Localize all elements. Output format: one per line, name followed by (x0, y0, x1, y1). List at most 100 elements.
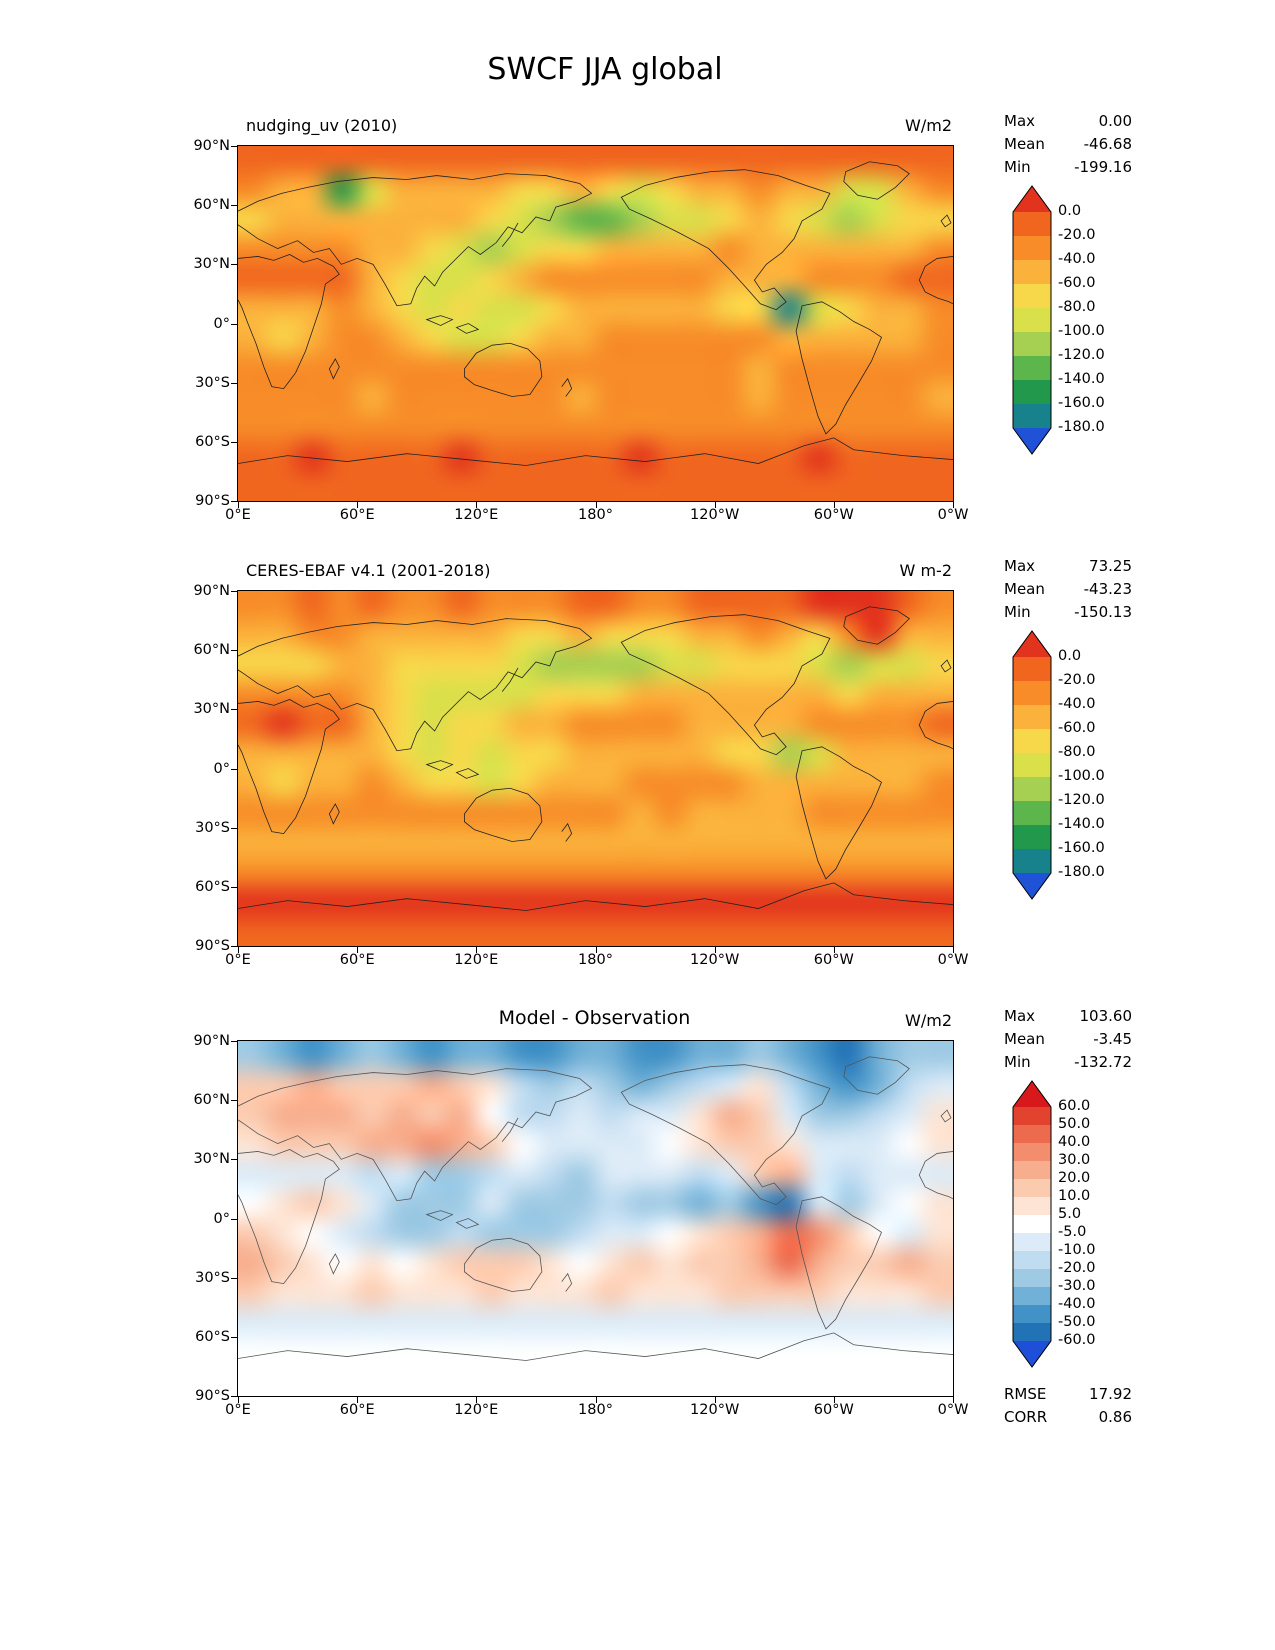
x-tick-mark (833, 1396, 835, 1403)
colorbar-tick-label: -160.0 (1058, 395, 1105, 411)
colorbar-tick-label: -20.0 (1058, 1260, 1096, 1276)
y-tick-label: 60°S (195, 878, 230, 895)
y-tick-label: 0° (213, 760, 230, 777)
colorbar-tick-label: -140.0 (1058, 816, 1105, 832)
rmse-value: 17.92 (1089, 1385, 1132, 1403)
x-tick-label: 60°W (813, 1402, 854, 1418)
y-tick-label: 30°N (193, 1151, 230, 1168)
x-tick-mark (833, 946, 835, 953)
x-tick-label: 180° (578, 507, 613, 523)
x-tick-label: 60°W (813, 507, 854, 523)
y-tick-label: 90°N (193, 1033, 230, 1049)
colorbar-svg (1012, 630, 1052, 900)
stat-mean-label: Mean (1004, 580, 1045, 598)
panel-units-label: W/m2 (905, 1011, 952, 1030)
map-area: 90°N 60°N 30°N 0° 30°S 60°S 90°S 0°E 60°E 120°E 18… (193, 138, 968, 523)
x-tick-mark (238, 946, 239, 953)
colorbar-tick-label: 5.0 (1058, 1206, 1082, 1222)
corr-label: CORR (1004, 1408, 1048, 1426)
y-tick-label: 90°S (195, 1388, 230, 1404)
y-tick-mark (231, 441, 238, 443)
colorbar-tick-label: -10.0 (1058, 1242, 1096, 1258)
stat-min-value: -132.72 (1074, 1053, 1132, 1071)
x-tick-mark (714, 946, 716, 953)
colorbar-tick-label: -40.0 (1058, 251, 1096, 267)
x-tick-mark (357, 946, 359, 953)
colorbar-tick-label: 40.0 (1058, 1134, 1091, 1150)
x-tick-label: 60°E (339, 1402, 375, 1418)
colorbar: 60.0 50.0 40.0 30.0 20.0 10.0 5.0 -5.0 -10.0 -20.… (1012, 1080, 1096, 1372)
x-tick-mark (476, 501, 478, 508)
x-tick-mark (595, 1396, 597, 1403)
stat-max-label: Max (1004, 112, 1036, 130)
colorbar-tick-label: -20.0 (1058, 672, 1096, 688)
x-tick-mark (714, 1396, 716, 1403)
y-tick-label: 90°N (193, 138, 230, 154)
colorbar-svg (1012, 1080, 1052, 1368)
y-tick-label: 60°N (193, 642, 230, 659)
panel-model: nudging_uv (2010) W/m2 Max 0.00 Mean -46.6… (0, 100, 1275, 570)
stat-max-label: Max (1004, 1007, 1036, 1025)
coastlines (238, 1041, 953, 1396)
colorbar-tick-label: -120.0 (1058, 792, 1105, 808)
stat-mean-value: -3.45 (1093, 1030, 1132, 1048)
colorbar-tick-label: -120.0 (1058, 347, 1105, 363)
x-tick-label: 0°E (225, 1402, 251, 1418)
x-tick-label: 60°W (813, 952, 854, 968)
x-tick-mark (476, 946, 478, 953)
colorbar-tick-label: -100.0 (1058, 323, 1105, 339)
y-tick-mark (231, 709, 238, 711)
x-tick-mark (238, 501, 239, 508)
colorbar-tick-label: 50.0 (1058, 1116, 1091, 1132)
y-tick-mark (231, 323, 238, 325)
colorbar-tick-label: -40.0 (1058, 1296, 1096, 1312)
x-tick-label: 0°E (225, 952, 251, 968)
y-tick-label: 60°N (193, 1092, 230, 1109)
colorbar-tick-label: -60.0 (1058, 1332, 1096, 1348)
y-tick-label: 30°S (195, 374, 230, 391)
stat-min-value: -150.13 (1074, 603, 1132, 621)
x-tick-mark (595, 501, 597, 508)
y-tick-label: 90°S (195, 493, 230, 509)
y-tick-label: 60°S (195, 433, 230, 450)
stat-min-label: Min (1004, 1053, 1031, 1071)
y-tick-mark (231, 827, 238, 829)
colorbar-tick-label: -60.0 (1058, 720, 1096, 736)
coastlines (238, 591, 953, 946)
colorbar-tick-label: -5.0 (1058, 1224, 1087, 1240)
y-tick-label: 30°S (195, 1269, 230, 1286)
stat-max-value: 103.60 (1079, 1007, 1133, 1025)
colorbar-tick-label: -80.0 (1058, 299, 1096, 315)
x-tick-mark (476, 1396, 478, 1403)
map-canvas (238, 1041, 953, 1396)
stat-mean-label: Mean (1004, 1030, 1045, 1048)
x-tick-mark (833, 501, 835, 508)
y-tick-label: 0° (213, 315, 230, 332)
y-tick-mark (231, 1159, 238, 1161)
colorbar-tick-label: 0.0 (1058, 203, 1082, 219)
y-tick-label: 30°N (193, 256, 230, 273)
y-tick-mark (231, 768, 238, 770)
x-tick-label: 0°W (937, 507, 969, 523)
x-tick-label: 0°E (225, 507, 251, 523)
x-tick-label: 120°W (690, 952, 740, 968)
map-area: 90°N 60°N 30°N 0° 30°S 60°S 90°S 0°E 60°E 120°E 18… (193, 583, 968, 968)
colorbar-tick-label: 0.0 (1058, 648, 1082, 664)
colorbar: 0.0 -20.0 -40.0 -60.0 -80.0 -100.0 -120.0 -140.… (1012, 630, 1105, 904)
colorbar-tick-label: -50.0 (1058, 1314, 1096, 1330)
colorbar-svg (1012, 185, 1052, 455)
colorbar-tick-label: -30.0 (1058, 1278, 1096, 1294)
y-tick-mark (231, 1218, 238, 1220)
colorbar-tick-label: -140.0 (1058, 371, 1105, 387)
y-tick-mark (231, 886, 238, 888)
y-tick-mark (231, 591, 238, 592)
y-tick-mark (231, 501, 238, 502)
y-tick-mark (231, 1041, 238, 1042)
y-tick-mark (231, 264, 238, 266)
colorbar-tick-label: -40.0 (1058, 696, 1096, 712)
y-tick-mark (231, 382, 238, 384)
x-tick-label: 60°E (339, 507, 375, 523)
figure-title: SWCF JJA global (487, 52, 723, 87)
panel-difference: Model - Observation W/m2 Max 103.60 Mean -… (0, 995, 1275, 1465)
